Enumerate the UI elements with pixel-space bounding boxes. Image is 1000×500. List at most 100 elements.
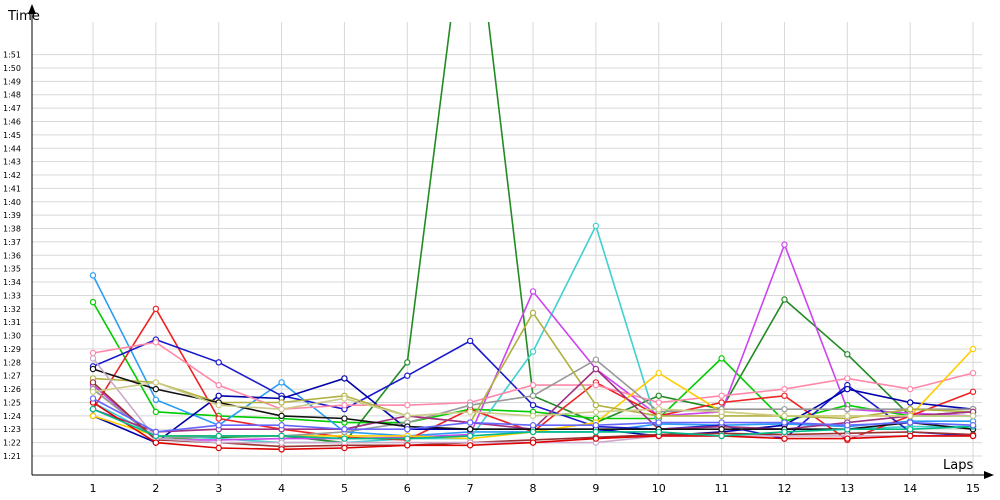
data-point (969, 412, 977, 420)
y-tick-label: 1:30 (3, 332, 21, 341)
data-point (655, 399, 662, 406)
y-tick-label: 1:22 (3, 439, 21, 448)
y-tick-label: 1:47 (3, 104, 21, 113)
y-axis-arrow (28, 4, 36, 14)
data-point (404, 412, 411, 420)
axes: Time Laps (7, 4, 994, 479)
data-point (152, 305, 160, 313)
y-tick-label: 1:43 (3, 158, 21, 167)
data-point (529, 412, 537, 420)
series-17 (89, 399, 977, 453)
data-point (529, 288, 537, 295)
data-point (466, 419, 474, 426)
data-point (466, 408, 474, 416)
data-point (404, 426, 411, 433)
data-point (89, 365, 97, 373)
x-axis-arrow (984, 471, 994, 479)
y-tick-label: 1:35 (3, 265, 21, 274)
data-point (89, 379, 97, 386)
x-tick-label: 9 (592, 482, 599, 495)
data-point (341, 401, 348, 409)
data-point (466, 401, 474, 409)
data-point (466, 426, 474, 433)
data-point (404, 359, 411, 366)
data-point (404, 435, 411, 442)
data-point (278, 405, 285, 413)
data-point (466, 442, 474, 449)
data-point (906, 385, 914, 393)
data-point (89, 355, 97, 362)
data-point (278, 432, 285, 440)
data-point (152, 339, 160, 346)
data-point (718, 399, 725, 406)
data-point (781, 241, 788, 248)
x-tick-label: 3 (215, 482, 222, 495)
data-point (152, 385, 160, 393)
data-point (89, 395, 97, 402)
y-tick-label: 1:23 (3, 425, 21, 434)
data-point (781, 392, 788, 399)
data-point (341, 426, 348, 433)
x-tick-label: 8 (530, 482, 537, 495)
data-point (718, 392, 725, 399)
data-point (529, 381, 537, 389)
y-tick-label: 1:42 (3, 171, 21, 180)
data-point (592, 428, 600, 436)
x-tick-label: 6 (404, 482, 411, 495)
data-point (781, 405, 788, 413)
data-point (844, 435, 851, 442)
data-point (89, 298, 97, 306)
data-point (89, 412, 97, 420)
data-point (844, 405, 851, 413)
data-point (278, 439, 285, 446)
x-axis-title: Laps (943, 458, 973, 473)
data-point (529, 439, 537, 446)
data-point (215, 392, 222, 399)
data-point (152, 428, 160, 436)
data-point (152, 396, 160, 404)
data-point (592, 381, 600, 389)
data-point (404, 401, 411, 409)
data-point (215, 439, 222, 446)
data-point (781, 385, 788, 393)
data-point (404, 442, 411, 449)
y-axis-title: Time (7, 9, 40, 24)
y-tick-label: 1:32 (3, 305, 21, 314)
data-point (404, 372, 411, 379)
data-point (906, 412, 914, 420)
data-point (718, 432, 725, 440)
data-point (718, 408, 725, 416)
data-point (592, 356, 600, 363)
data-point (969, 345, 977, 353)
data-point (655, 412, 662, 420)
y-tick-label: 1:39 (3, 211, 21, 220)
data-point (655, 419, 662, 426)
y-tick-label: 1:41 (3, 184, 21, 193)
data-point (529, 422, 537, 429)
data-point (781, 419, 788, 426)
data-point (278, 412, 285, 420)
data-point (152, 439, 160, 446)
data-point (466, 337, 474, 345)
data-point (89, 349, 97, 357)
x-tick-label: 10 (652, 482, 666, 495)
x-tick-label: 11 (715, 482, 729, 495)
y-tick-label: 1:45 (3, 131, 21, 140)
x-tick-label: 1 (90, 482, 97, 495)
data-point (215, 444, 222, 452)
data-point (655, 392, 662, 399)
data-point (278, 399, 285, 406)
x-tick-label: 2 (152, 482, 159, 495)
series-19 (89, 395, 977, 436)
y-tick-label: 1:37 (3, 238, 21, 247)
data-point (215, 359, 222, 366)
data-point (529, 392, 537, 399)
y-tick-label: 1:50 (3, 64, 21, 73)
data-point (718, 426, 725, 433)
data-point (844, 412, 851, 420)
x-tick-label: 4 (278, 482, 285, 495)
data-point (592, 401, 600, 409)
data-point (278, 422, 285, 429)
data-point (592, 365, 600, 373)
